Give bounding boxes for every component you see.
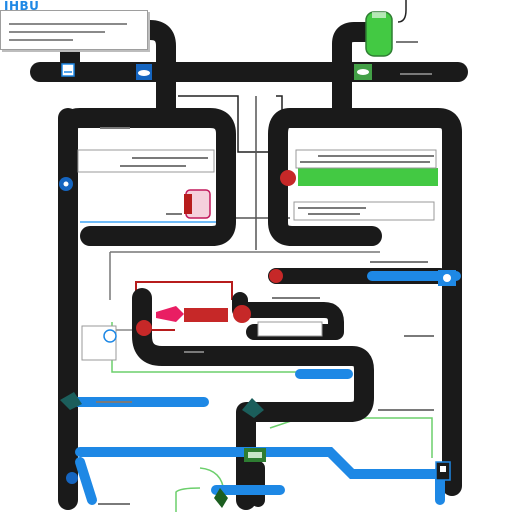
label-line-layer	[96, 41, 434, 505]
pipe-layer	[30, 20, 468, 510]
pipe-right-riser	[332, 22, 388, 82]
header-panel-line	[9, 39, 73, 41]
pipe-mid-loop	[132, 288, 374, 510]
callout-right-upper	[295, 149, 437, 169]
header-panel	[0, 10, 148, 50]
green-terminal-cap	[372, 12, 386, 18]
pipe-mid-branch	[232, 292, 344, 340]
green-layer	[298, 11, 438, 186]
wire-top-hook	[397, 0, 407, 23]
callout-layer	[77, 149, 437, 361]
red-valve-block	[184, 308, 228, 322]
pink-valve-connector	[156, 306, 184, 322]
cloud-icon	[136, 64, 152, 80]
callout-left-upper	[77, 149, 215, 173]
drop-icon	[60, 392, 82, 410]
green-terminal	[365, 11, 393, 57]
callout-center-mid	[257, 321, 323, 337]
callout-right-lower	[293, 201, 435, 221]
red-valve-node	[269, 269, 283, 283]
leaf-icon	[354, 64, 372, 80]
pipe-left-riser	[60, 20, 176, 82]
gear-icon	[438, 270, 456, 286]
blue-pipe-layer	[73, 271, 461, 505]
header-panel-line	[9, 31, 105, 33]
drop-icon	[214, 488, 228, 508]
sensor-icon	[66, 472, 78, 484]
page-title: IHBU	[4, 0, 40, 12]
red-valve-node	[136, 320, 152, 336]
wire-green-right	[269, 417, 433, 458]
blue-pipe-lower-bend	[75, 447, 443, 479]
blue-pipe-bottom-left	[75, 457, 97, 505]
sensor-icon	[103, 329, 117, 343]
wire-green-bottom	[175, 487, 201, 512]
display-icon	[61, 63, 75, 77]
red-valve-cap	[184, 194, 192, 214]
pipe-right-loop	[268, 108, 462, 496]
sensor-icon	[59, 177, 73, 191]
lamp-icon	[244, 448, 266, 462]
green-status-bar	[298, 168, 438, 186]
icon-layer	[59, 63, 456, 508]
red-valve-node	[280, 170, 296, 186]
wire-top-loop	[178, 95, 283, 153]
header-panel-line	[9, 23, 127, 25]
drop-icon	[242, 398, 264, 418]
valve-layer	[136, 170, 296, 336]
valve-icon	[435, 461, 451, 481]
red-valve-node	[233, 305, 251, 323]
